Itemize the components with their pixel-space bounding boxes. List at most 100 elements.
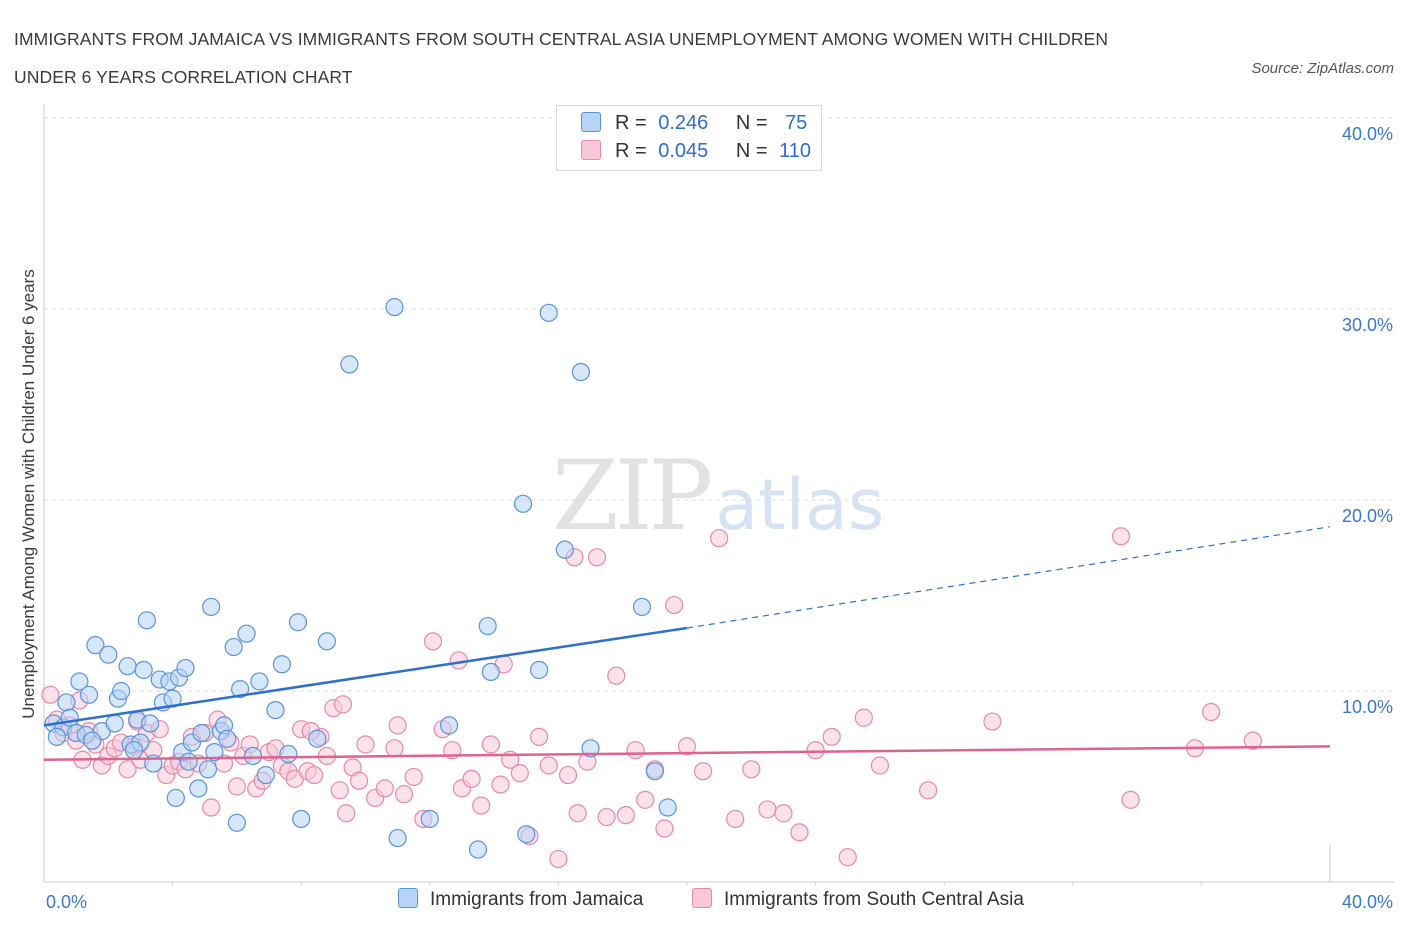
sca-point-71 (568, 804, 587, 823)
sca-point-53 (394, 785, 414, 804)
correlation-legend: R = 0.246 N = 75 R = 0.045 N = 110 (556, 105, 822, 171)
jamaica-point-54 (439, 716, 459, 735)
sca-point-67 (530, 727, 549, 746)
sca-point-29 (227, 777, 246, 796)
sca-point-101 (1243, 731, 1262, 750)
sca-point-86 (742, 760, 761, 779)
source-label: Source: ZipAtlas.com (1251, 60, 1394, 77)
jamaica-point-68 (166, 788, 185, 808)
jamaica-point-36 (218, 729, 237, 748)
jamaica-point-73 (47, 727, 66, 746)
jamaica-point-48 (308, 729, 327, 748)
axes (43, 104, 1394, 885)
jamaica-point-10 (99, 645, 118, 664)
jamaica-point-20 (140, 714, 160, 733)
sca-point-82 (677, 737, 697, 756)
jamaica-point-43 (266, 700, 285, 720)
jamaica-point-57 (481, 662, 500, 682)
chart-title-line2: UNDER 6 YEARS CORRELATION CHART (14, 67, 353, 87)
jamaica-point-40 (243, 746, 263, 766)
jamaica-point-38 (231, 679, 250, 699)
sca-point-84 (710, 529, 729, 548)
sca-point-69 (549, 849, 568, 869)
sca-point-52 (385, 739, 404, 758)
jamaica-point-70 (227, 813, 246, 832)
jamaica-point-14 (118, 657, 137, 676)
sca-point-41 (304, 765, 324, 785)
sca-point-51 (375, 779, 394, 798)
sca-point-78 (636, 790, 655, 809)
sca-point-87 (758, 800, 777, 819)
sca-point-105 (388, 716, 407, 735)
y-tick-label-1: 20.0% (1342, 506, 1393, 526)
sca-point-60 (462, 769, 481, 788)
sca-point-73 (587, 548, 607, 567)
legend-sca-swatch (692, 888, 712, 908)
legend-r-value-2: 0.045 (658, 140, 709, 162)
jamaica-point-50 (340, 355, 359, 374)
sca-point-85 (726, 809, 745, 829)
jamaica-point-30 (192, 723, 211, 743)
jamaica-point-47 (292, 809, 311, 829)
legend-n-value-1: 75 (785, 112, 808, 134)
jamaica-point-60 (530, 660, 549, 680)
sca-point-61 (472, 796, 491, 815)
sca-point-68 (539, 756, 558, 775)
sca-point-91 (822, 727, 841, 746)
sca-point-54 (404, 767, 423, 787)
jamaica-swatch (581, 112, 601, 132)
sca-point-75 (607, 666, 626, 685)
y-tick-label-0: 10.0% (1342, 697, 1393, 717)
sca-point-49 (356, 735, 375, 754)
jamaica-point-64 (581, 739, 600, 758)
jamaica-point-18 (134, 660, 153, 680)
jamaica-point-42 (256, 765, 275, 785)
sca-point-46 (337, 804, 356, 823)
jamaica-point-2 (57, 693, 76, 712)
jamaica-point-66 (645, 762, 664, 781)
jamaica-point-19 (137, 611, 156, 630)
sca-point-83 (693, 762, 713, 781)
sca-point-89 (790, 823, 809, 842)
legend-r-label-1: R = (615, 112, 647, 134)
jamaica-trend-extension (686, 526, 1331, 629)
x-tick-label-1: 40.0% (1342, 892, 1393, 912)
y-tick-label-2: 30.0% (1342, 315, 1393, 335)
legend-r-value-1: 0.246 (658, 112, 709, 134)
sca-point-56 (423, 632, 443, 651)
sca-point-98 (1121, 790, 1140, 809)
sca-point-96 (983, 712, 1002, 731)
jamaica-point-39 (237, 624, 256, 643)
legend-item-sca: Immigrants from South Central Asia (692, 888, 1024, 911)
sca-trend-line (43, 745, 1331, 762)
sca-point-76 (616, 806, 636, 825)
sca-point-106 (333, 695, 353, 714)
jamaica-point-61 (539, 303, 558, 322)
jamaica-point-37 (224, 637, 243, 657)
jamaica-point-8 (86, 636, 105, 655)
legend-n-value-2: 110 (779, 140, 811, 162)
jamaica-point-71 (83, 731, 102, 750)
chart-title-line1: IMMIGRANTS FROM JAMAICA VS IMMIGRANTS FR… (14, 29, 1109, 49)
sca-point-45 (330, 781, 349, 800)
watermark: ZIPatlas (552, 440, 884, 552)
x-tick-label-0: 0.0% (46, 892, 87, 912)
sca-point-48 (349, 771, 369, 790)
jamaica-point-55 (468, 840, 488, 859)
sca-point-80 (655, 819, 674, 838)
sca-point-62 (481, 735, 500, 754)
jamaica-point-28 (176, 658, 195, 678)
chart-title: IMMIGRANTS FROM JAMAICA VS IMMIGRANTS FR… (14, 20, 1214, 96)
legend-sca-label: Immigrants from South Central Asia (724, 889, 1024, 910)
jamaica-point-11 (105, 714, 124, 733)
trend-lines (43, 526, 1331, 762)
jamaica-point-31 (198, 760, 218, 779)
sca-point-74 (597, 807, 616, 827)
y-axis-label: Unemployment Among Women with Children U… (19, 269, 38, 718)
watermark-atlas: atlas (715, 464, 885, 546)
sca-point-100 (1201, 702, 1221, 722)
legend-n-label-1: N = (735, 112, 768, 134)
legend-n-label-2: N = (735, 140, 768, 162)
jamaica-point-62 (555, 540, 574, 559)
